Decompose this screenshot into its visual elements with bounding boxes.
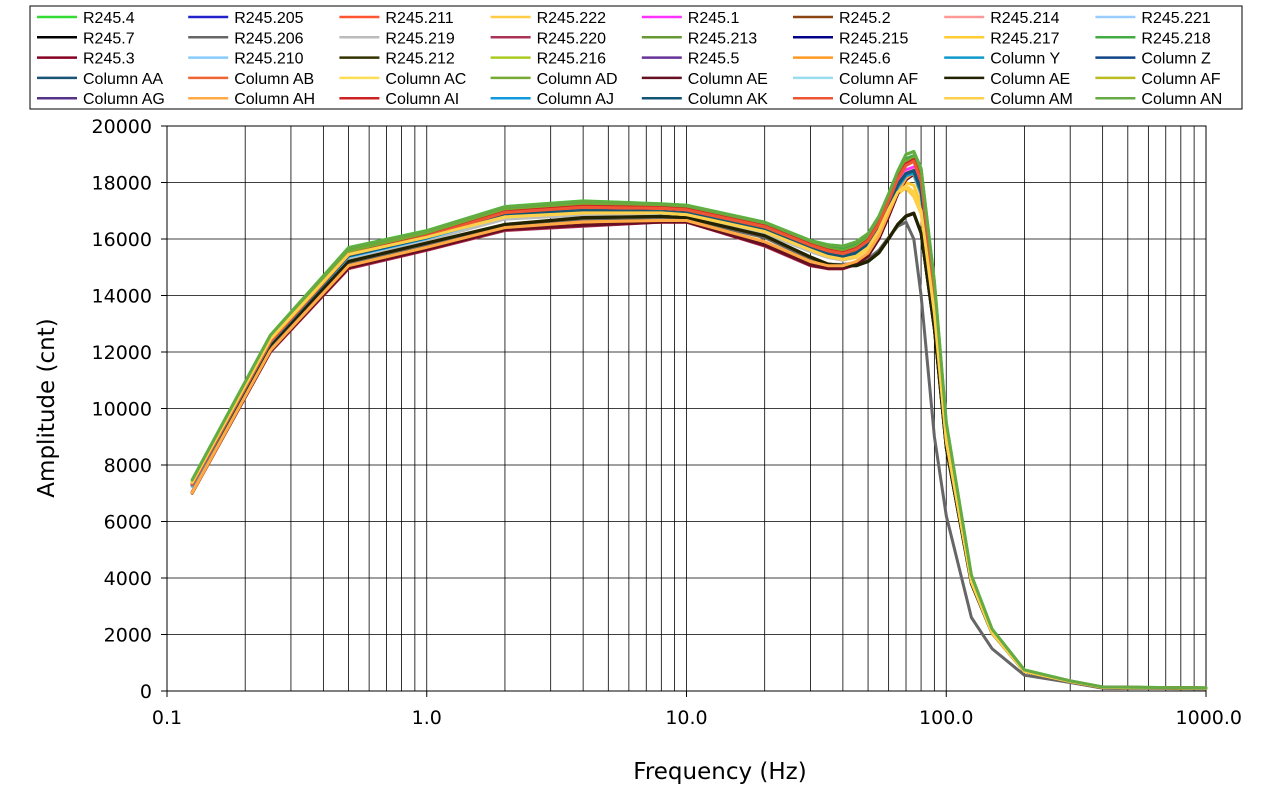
legend-label: R245.3 [83, 51, 135, 68]
legend-label: Column AH [234, 91, 315, 108]
legend-label: Column Y [990, 51, 1060, 68]
legend-label: R245.1 [688, 10, 740, 27]
legend-label: Column AD [537, 71, 618, 88]
y-tick-label: 20000 [92, 116, 152, 138]
grid [167, 126, 1206, 691]
legend-label: Column AF [839, 71, 918, 88]
legend-box [29, 5, 1243, 110]
legend-items: R245.4 R245.205 R245.211 R245.222 R245.1 R245… [37, 10, 1222, 108]
series-lines [190, 149, 1208, 691]
legend-label: Column AN [1141, 91, 1222, 108]
legend-label: Column AF [1141, 71, 1220, 88]
legend-label: R245.206 [234, 30, 303, 47]
legend-label: R245.218 [1141, 30, 1210, 47]
legend-label: R245.210 [234, 51, 303, 68]
legend-label: R245.220 [537, 30, 606, 47]
legend-label: R245.222 [537, 10, 606, 27]
legend-label: R245.219 [385, 30, 454, 47]
legend-label: R245.2 [839, 10, 891, 27]
y-axis-ticks: 0 2000 4000 6000 8000 10000 12000 14000 16000 180… [92, 116, 167, 703]
legend-label: R245.205 [234, 10, 303, 27]
legend-label: Column AI [385, 91, 459, 108]
y-tick-label: 16000 [92, 229, 152, 251]
x-axis-title: Frequency (Hz) [633, 759, 806, 785]
legend-label: Column AM [990, 91, 1073, 108]
y-tick-label: 12000 [92, 342, 152, 364]
legend-label: R245.215 [839, 30, 908, 47]
y-tick-label: 14000 [92, 286, 152, 308]
legend-label: Column AK [688, 91, 768, 108]
y-tick-label: 8000 [104, 455, 152, 477]
plot-area [166, 125, 1208, 692]
legend-label: Column AG [83, 91, 165, 108]
y-tick-label: 10000 [92, 399, 152, 421]
legend-label: R245.221 [1141, 10, 1210, 27]
legend-label: Column AE [990, 71, 1070, 88]
legend-label: Column AC [385, 71, 466, 88]
x-tick-label: 100.0 [919, 707, 973, 729]
legend-label: R245.4 [83, 10, 135, 27]
legend-label: Column AE [688, 71, 768, 88]
x-tick-label: 1.0 [412, 707, 442, 729]
x-tick-label: 0.1 [152, 707, 182, 729]
x-axis-ticks: 0.1 1.0 10.0 100.0 1000.0 [152, 691, 1242, 729]
y-tick-label: 18000 [92, 173, 152, 195]
legend-label: R245.6 [839, 51, 891, 68]
legend-label: R245.7 [83, 30, 135, 47]
x-tick-label: 1000.0 [1176, 707, 1242, 729]
y-axis-title: Amplitude (cnt) [34, 318, 60, 497]
y-tick-label: 2000 [104, 625, 152, 647]
legend-label: R245.216 [537, 51, 606, 68]
legend-label: R245.212 [385, 51, 454, 68]
y-tick-label: 4000 [104, 568, 152, 590]
legend-label: R245.214 [990, 10, 1059, 27]
legend-label: R245.213 [688, 30, 757, 47]
y-tick-label: 0 [140, 681, 152, 703]
legend-label: R245.211 [385, 10, 453, 27]
legend-label: Column AJ [537, 91, 614, 108]
legend-label: Column AB [234, 71, 314, 88]
legend: R245.4 R245.205 R245.211 R245.222 R245.1 R245… [29, 5, 1243, 110]
legend-label: R245.5 [688, 51, 740, 68]
legend-label: Column AL [839, 91, 917, 108]
legend-label: Column AA [83, 71, 163, 88]
legend-label: R245.217 [990, 30, 1059, 47]
series-line [190, 184, 1208, 690]
series-line [190, 150, 1208, 690]
y-tick-label: 6000 [104, 512, 152, 534]
legend-label: Column Z [1141, 51, 1211, 68]
x-tick-label: 10.0 [665, 707, 707, 729]
